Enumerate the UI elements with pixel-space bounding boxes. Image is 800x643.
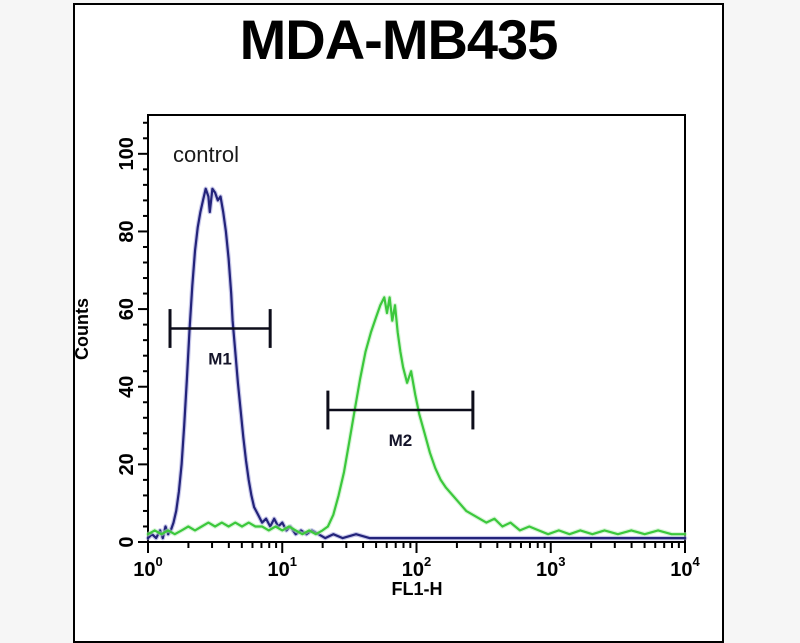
x-tick-label: 101 [268,554,297,581]
gate-markers: M1 M2 [168,309,475,450]
x-tick-label: 103 [536,554,565,581]
y-tick-label: 80 [116,220,138,242]
y-axis-label: Counts [72,298,92,360]
histogram-curve-green-glow [145,295,688,537]
x-tick-label: 102 [402,554,431,581]
axes-layer: 100 101 102 103 104 0 20 40 60 80 100 [116,114,701,581]
control-annotation: control [173,142,239,167]
marker-label: M1 [208,350,232,369]
x-axis-label: FL1-H [392,579,443,599]
x-tick-label: 100 [133,554,162,581]
histogram-curve-green [146,296,687,536]
histogram-curves [145,186,688,541]
x-tick-label: 104 [670,554,700,581]
y-tick-label: 0 [116,536,138,547]
flow-cytometry-plot: 100 101 102 103 104 0 20 40 60 80 100 M1 M2 control… [72,114,701,599]
y-tick-label: 60 [116,298,138,320]
marker-label: M2 [389,431,413,450]
histogram-curve-blue [146,187,687,540]
y-tick-label: 100 [116,137,138,170]
y-tick-label: 40 [116,376,138,398]
y-tick-label: 20 [116,453,138,475]
chart-title: MDA-MB435 [239,8,559,71]
